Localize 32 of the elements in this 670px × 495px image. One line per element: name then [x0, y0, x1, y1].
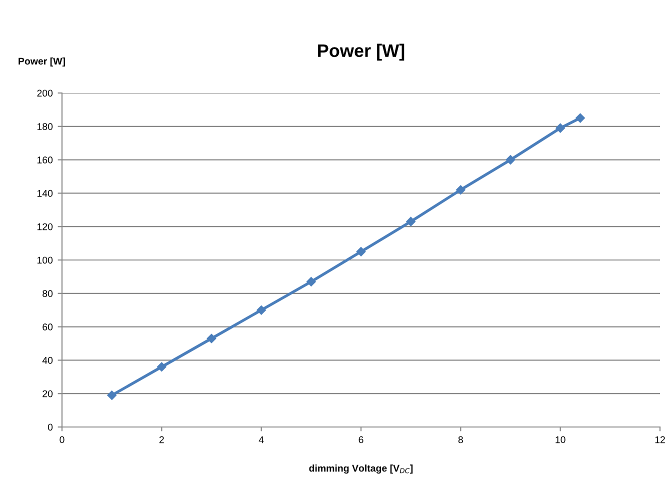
x-tick-label: 4: [258, 436, 264, 444]
point: [456, 185, 466, 194]
y-tick-label: 40: [42, 356, 53, 364]
y-tick-label: 60: [42, 324, 53, 330]
y-tick-label: 180: [37, 123, 53, 130]
y-tick-label: 140: [37, 190, 53, 197]
point: [576, 113, 585, 123]
point: [157, 362, 166, 372]
x-tick-label: 8: [458, 436, 463, 444]
x-tick-label: 2: [159, 436, 164, 444]
point: [306, 277, 316, 286]
x-tick-label: 0: [60, 436, 64, 444]
x-tick-label: 6: [358, 436, 364, 444]
y-axis-title: Power [W]: [18, 57, 65, 67]
x-axis-title: dimming Voltage [V$_{DC}$]: [309, 464, 413, 474]
x-tick-label: 12: [655, 436, 665, 444]
y-tick-label: 0: [48, 424, 53, 431]
point: [556, 123, 565, 133]
x-tick-label: 10: [556, 436, 566, 444]
y-tick-label: 80: [42, 290, 53, 298]
point: [206, 334, 216, 344]
y-tick-label: 120: [37, 223, 53, 230]
y-tick-label: 200: [37, 90, 53, 97]
y-tick-label: 20: [42, 390, 53, 398]
point: [356, 247, 366, 256]
chart-title: Power [W]: [318, 44, 404, 61]
point: [506, 155, 516, 164]
point: [406, 216, 416, 226]
y-tick-label: 160: [37, 156, 53, 164]
point: [256, 305, 266, 315]
point: [107, 390, 116, 400]
y-tick-label: 100: [37, 256, 53, 264]
